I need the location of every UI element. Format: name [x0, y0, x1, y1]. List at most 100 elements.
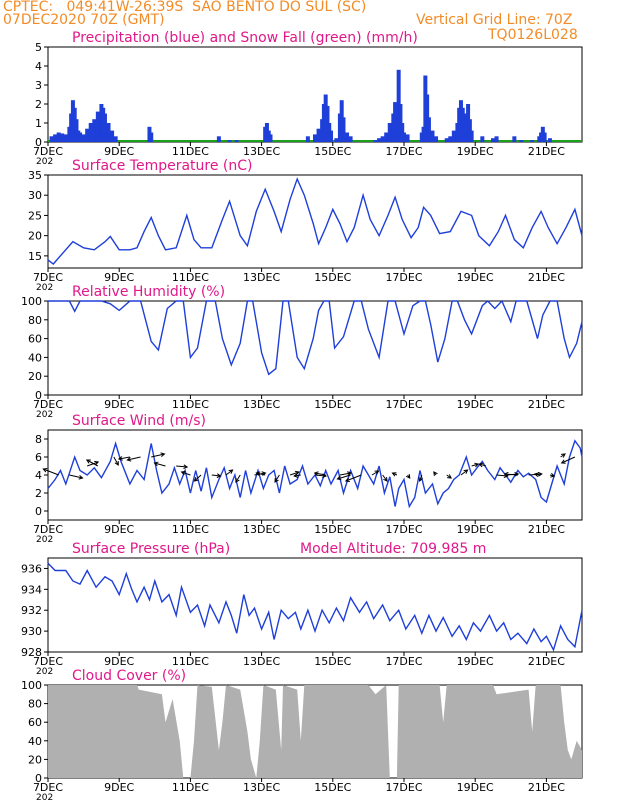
pressure-ytick-label: 928 — [21, 646, 42, 659]
precip-frame — [47, 46, 583, 143]
wind-arrow — [181, 471, 191, 476]
precip-xtick-label: 13DEC — [243, 145, 280, 158]
precip-bar — [451, 130, 456, 142]
cloud-xtick-label: 7DEC — [33, 781, 63, 794]
humidity-ytick-label: 0 — [35, 389, 42, 402]
temperature-title: Surface Temperature (nC) — [72, 158, 253, 174]
pressure-ytick-label: 932 — [21, 604, 42, 617]
precip-bar — [380, 136, 385, 142]
humidity-frame — [47, 300, 583, 396]
pressure-xtick-label: 21DEC — [528, 655, 565, 668]
temperature-ytick-label: 15 — [28, 250, 42, 263]
cloud-ytick-label: 0 — [35, 772, 42, 785]
cloud-ytick-label: 40 — [28, 735, 42, 748]
temperature-xtick-label: 11DEC — [172, 271, 209, 284]
precip-bar — [106, 123, 111, 142]
precip-bar — [149, 132, 154, 142]
precip-bar — [430, 130, 435, 142]
precip-bar — [530, 140, 535, 142]
precip-year-fragment: 202 — [36, 157, 53, 167]
wind-arrow — [256, 472, 266, 476]
wind-arrow — [86, 459, 99, 467]
wind-arrow — [471, 463, 479, 467]
cloud-xtick-label: 13DEC — [243, 781, 280, 794]
humidity-ytick-label: 60 — [28, 333, 42, 346]
wind-arrow — [113, 456, 119, 466]
precip-xtick-label: 9DEC — [104, 145, 134, 158]
precip-ytick-label: 5 — [35, 41, 42, 54]
precip-xtick-label: 19DEC — [457, 145, 494, 158]
wind-arrow-head — [463, 469, 469, 474]
wind-xtick-label: 21DEC — [528, 523, 565, 536]
precip-bar — [426, 117, 431, 142]
pressure-annotation: Model Altitude: 709.985 m — [300, 541, 486, 557]
pressure-xtick-label: 15DEC — [314, 655, 351, 668]
precip-bar — [494, 136, 499, 142]
precip-bar — [377, 138, 382, 142]
humidity-xtick-label: 21DEC — [528, 398, 565, 411]
temperature-line — [47, 177, 583, 265]
precip-bar — [95, 111, 100, 142]
cloud-ytick-label: 20 — [28, 753, 42, 766]
wind-arrow-head — [85, 459, 91, 464]
wind-arrow — [86, 461, 99, 467]
wind-arrow-head — [293, 473, 299, 478]
wind-arrow-head — [183, 464, 189, 470]
precip-bar — [542, 132, 547, 142]
precip-bar — [384, 132, 389, 142]
wind-arrow-head — [533, 472, 539, 478]
precip-xtick-label: 7DEC — [33, 145, 63, 158]
wind-arrow — [460, 469, 468, 476]
humidity-ytick-label: 20 — [28, 370, 42, 383]
wind-arrow-head — [514, 471, 520, 477]
wind-arrow-head — [405, 473, 411, 479]
temperature-xtick-label: 21DEC — [528, 271, 565, 284]
wind-ytick-label: 4 — [35, 469, 42, 482]
wind-arrow — [561, 456, 576, 464]
precip-xtick-label: 21DEC — [528, 145, 565, 158]
wind-arrow — [337, 474, 351, 480]
wind-arrow-head — [550, 472, 556, 478]
wind-arrow-head — [126, 456, 132, 462]
precip-bar — [88, 123, 93, 142]
wind-arrow — [345, 474, 362, 482]
wind-arrow — [339, 472, 352, 476]
header-code: TQ0126L028 — [488, 27, 578, 43]
humidity-ytick-label: 40 — [28, 351, 42, 364]
precip-xtick-label: 17DEC — [385, 145, 422, 158]
wind-xtick-label: 9DEC — [104, 523, 134, 536]
humidity-xtick-label: 15DEC — [314, 398, 351, 411]
pressure-frame — [47, 557, 583, 653]
temperature-xtick-label: 17DEC — [385, 271, 422, 284]
wind-line — [47, 439, 583, 509]
precip-bar — [547, 138, 552, 142]
wind-arrow — [235, 474, 241, 483]
wind-title: Surface Wind (m/s) — [72, 413, 206, 429]
humidity-year-fragment: 202 — [36, 410, 53, 420]
precip-bar — [56, 132, 61, 142]
precip-bar — [512, 136, 517, 142]
pressure-xtick-label: 19DEC — [457, 655, 494, 668]
precip-bar — [373, 140, 378, 142]
humidity-ytick-label: 100 — [21, 295, 42, 308]
cloud-xtick-label: 17DEC — [385, 781, 422, 794]
cloud-ytick-label: 100 — [21, 679, 42, 692]
temperature-xtick-label: 9DEC — [104, 271, 134, 284]
precip-ytick-label: 2 — [35, 98, 42, 111]
wind-ytick-label: 2 — [35, 487, 42, 500]
cloud-ytick-label: 80 — [28, 698, 42, 711]
wind-arrow-head — [117, 456, 123, 461]
wind-ytick-label: 6 — [35, 451, 42, 464]
wind-arrow-head — [114, 460, 119, 466]
cloud-xtick-label: 19DEC — [457, 781, 494, 794]
wind-arrow-head — [560, 459, 566, 464]
pressure-ytick-label: 930 — [21, 625, 42, 638]
temperature-ytick-label: 30 — [28, 189, 42, 202]
wind-arrow-head — [336, 475, 342, 481]
pressure-xtick-label: 13DEC — [243, 655, 280, 668]
wind-arrow-head — [561, 453, 566, 458]
temperature-frame — [47, 174, 583, 269]
precip-bar — [227, 140, 232, 142]
wind-ytick-label: 8 — [35, 433, 42, 446]
